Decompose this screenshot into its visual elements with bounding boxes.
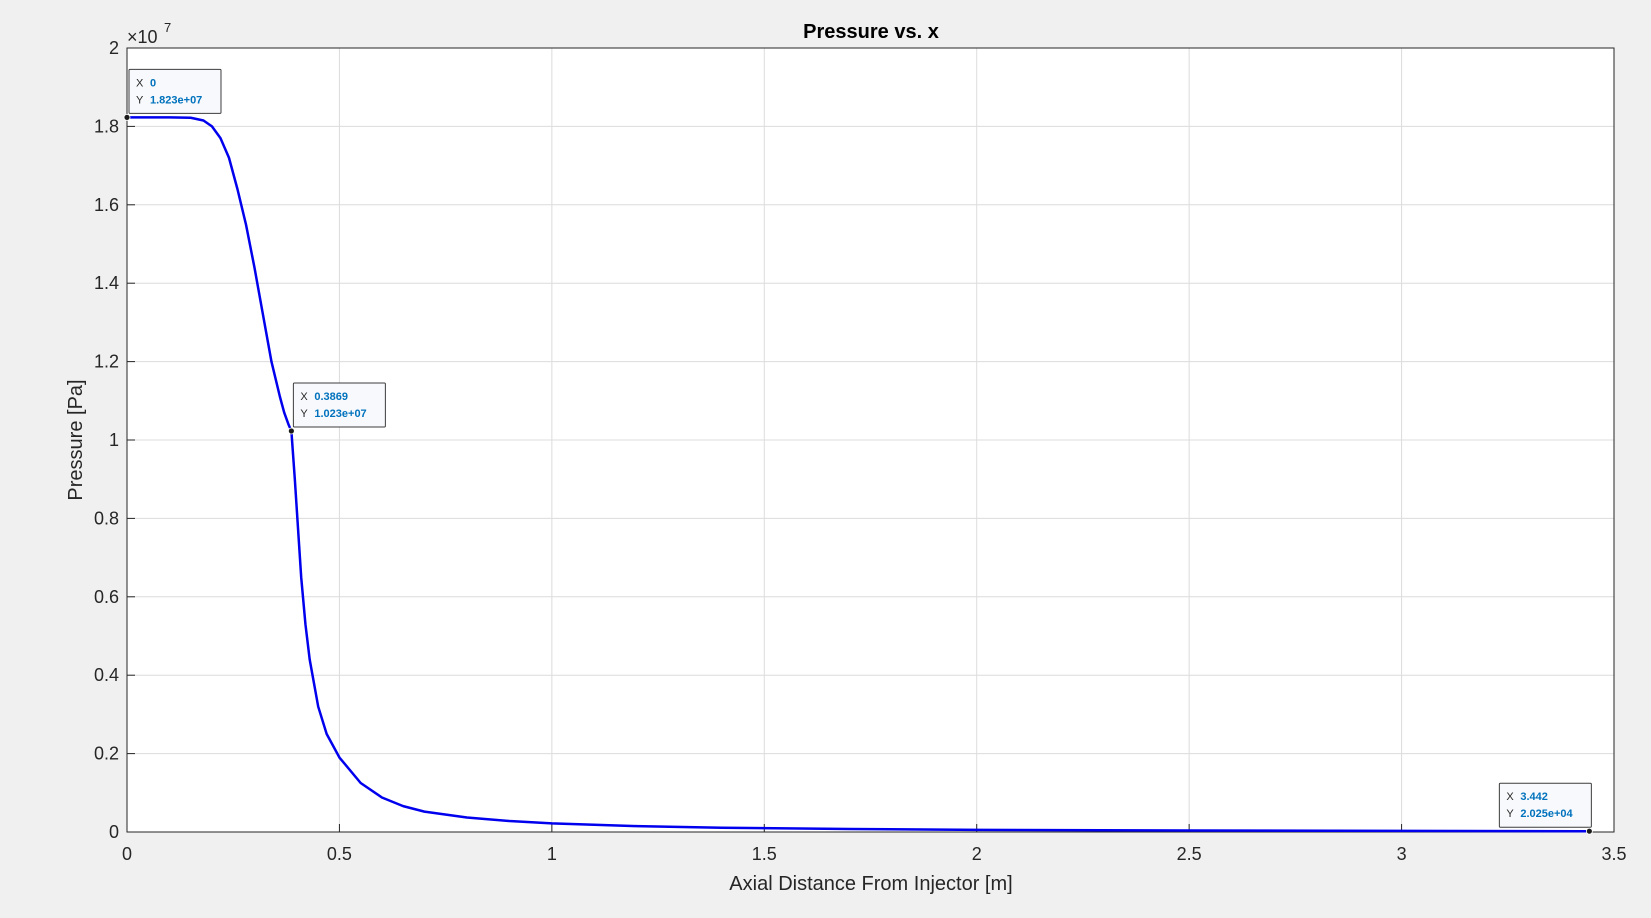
datatip-x-label: X <box>1506 791 1514 803</box>
datatip-y-value: 1.823e+07 <box>150 94 202 106</box>
datatip-x-label: X <box>300 391 308 403</box>
datatip[interactable]: X 3.442 Y 2.025e+04 <box>1498 782 1593 835</box>
y-tick-label: 0.8 <box>94 508 119 528</box>
datatip-marker[interactable] <box>287 427 295 435</box>
x-tick-label: 2.5 <box>1177 844 1202 864</box>
y-tick-label: 2 <box>109 38 119 58</box>
y-tick-label: 1.6 <box>94 195 119 215</box>
y-tick-label: 1.8 <box>94 116 119 136</box>
chart-title: Pressure vs. x <box>803 21 939 43</box>
y-exponent-base: ×10 <box>127 27 158 47</box>
datatip-y-value: 2.025e+04 <box>1520 808 1573 820</box>
y-tick-label: 0.4 <box>94 665 119 685</box>
datatip-y-value: 1.023e+07 <box>314 408 366 420</box>
x-tick-label: 0.5 <box>327 844 352 864</box>
x-tick-labels: 0 0.5 1 1.5 2 2.5 3 3.5 <box>122 844 1627 864</box>
x-tick-label: 3.5 <box>1601 844 1626 864</box>
datatip-x-label: X <box>136 77 144 89</box>
y-tick-label: 1.4 <box>94 273 119 293</box>
y-tick-label: 0 <box>109 822 119 842</box>
datatip-marker[interactable] <box>1585 827 1593 835</box>
y-exponent-power: 7 <box>164 20 171 35</box>
y-tick-label: 1.2 <box>94 352 119 372</box>
datatip-x-value: 3.442 <box>1520 791 1548 803</box>
y-axis-label: Pressure [Pa] <box>65 379 87 500</box>
x-tick-label: 3 <box>1397 844 1407 864</box>
datatip-x-value: 0 <box>150 77 156 89</box>
datatip-box <box>292 382 386 428</box>
datatip-y-label: Y <box>136 94 144 106</box>
x-tick-label: 2 <box>972 844 982 864</box>
x-axis-label: Axial Distance From Injector [m] <box>729 873 1012 895</box>
x-tick-label: 1 <box>547 844 557 864</box>
datatip-y-label: Y <box>1506 808 1514 820</box>
datatip-marker[interactable] <box>123 113 131 121</box>
y-exponent-label: ×10 7 <box>127 20 171 47</box>
x-tick-label: 1.5 <box>752 844 777 864</box>
datatip[interactable]: X 0Y 1.823e+07 <box>123 68 222 121</box>
x-tick-label: 0 <box>122 844 132 864</box>
datatip-y-label: Y <box>300 408 308 420</box>
y-tick-label: 1 <box>109 430 119 450</box>
series-line-pressure[interactable] <box>127 116 1590 833</box>
datatip[interactable]: X 0.3869 Y 1.023e+07 <box>287 382 386 435</box>
y-tick-label: 0.2 <box>94 744 119 764</box>
y-tick-label: 0.6 <box>94 587 119 607</box>
datatip-box <box>128 68 222 114</box>
datatip-x-value: 0.3869 <box>314 391 348 403</box>
y-tick-labels: 0 0.2 0.4 0.6 0.8 1 1.2 1.4 1.6 1.8 2 <box>94 38 119 842</box>
datatip-box <box>1498 782 1592 828</box>
